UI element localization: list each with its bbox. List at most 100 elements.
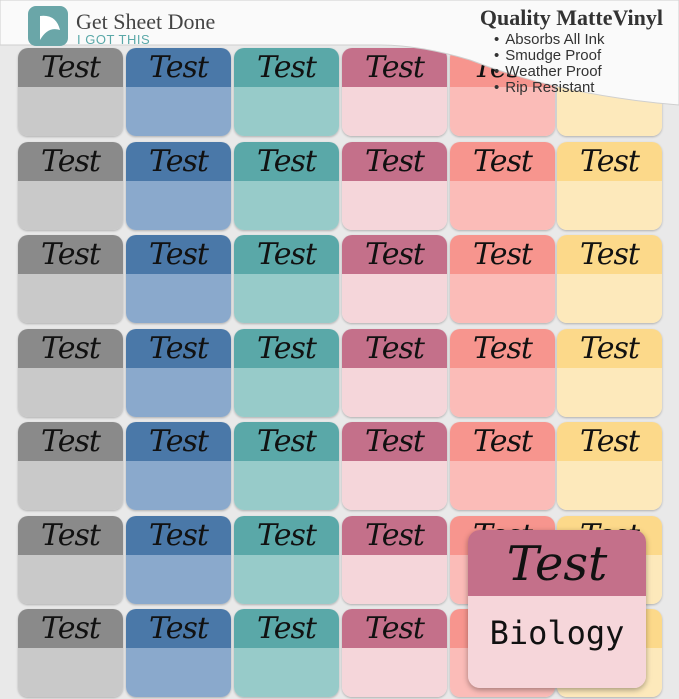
- sticker-label: Test: [257, 331, 317, 366]
- sticker: Test: [126, 329, 231, 417]
- sticker-bottom: [557, 460, 662, 510]
- sticker-label: Test: [41, 144, 101, 179]
- sticker-label: Test: [149, 50, 209, 85]
- sticker-label: Test: [580, 237, 640, 272]
- sticker-label: Test: [41, 424, 101, 459]
- header-banner: [0, 0, 679, 106]
- sticker-top: [18, 516, 123, 555]
- sticker-label: Test: [149, 237, 209, 272]
- sticker: Test: [234, 48, 339, 136]
- sticker-top: [18, 329, 123, 368]
- sticker: Test: [557, 329, 662, 417]
- sticker-bottom: [18, 86, 123, 136]
- sticker-bottom: [126, 86, 231, 136]
- sticker-top: [450, 422, 555, 461]
- sticker-bottom: [234, 367, 339, 417]
- sticker-bottom: [557, 367, 662, 417]
- sticker-top: [557, 422, 662, 461]
- sticker-top: [557, 235, 662, 274]
- sticker-label: Test: [580, 331, 640, 366]
- sticker-label: Test: [257, 518, 317, 553]
- sticker: Test: [342, 142, 447, 230]
- sticker: Test: [234, 609, 339, 697]
- sticker-label: Test: [149, 518, 209, 553]
- sticker-bottom: [18, 180, 123, 230]
- brand: Get Sheet Done: [76, 9, 216, 34]
- featured-bottom: [468, 596, 646, 688]
- sticker: Test: [342, 235, 447, 323]
- feature: Rip Resistant: [494, 80, 604, 96]
- sticker-bottom: [450, 180, 555, 230]
- sticker-bottom: [234, 554, 339, 604]
- sticker-top: [18, 142, 123, 181]
- sticker-top: [126, 609, 231, 648]
- sticker: Test: [450, 235, 555, 323]
- sticker-top: [126, 235, 231, 274]
- sticker-top: [234, 329, 339, 368]
- sticker-label: Test: [365, 144, 425, 179]
- sticker-label: Test: [580, 424, 640, 459]
- sticker: Test: [450, 329, 555, 417]
- sticker: Test: [342, 329, 447, 417]
- sticker-top: [450, 142, 555, 181]
- sticker: Test: [126, 422, 231, 510]
- sticker: Test: [557, 422, 662, 510]
- feature: Absorbs All Ink: [494, 32, 604, 48]
- sticker-bottom: [234, 86, 339, 136]
- sticker-label: Test: [473, 237, 533, 272]
- sticker: Test: [18, 422, 123, 510]
- sticker-top: [342, 142, 447, 181]
- header: Get Sheet Done I GOT THIS Quality MatteV…: [0, 0, 679, 110]
- sticker-bottom: [342, 367, 447, 417]
- sticker: Test: [342, 48, 447, 136]
- quality-title: Quality MatteVinyl: [479, 5, 663, 30]
- sticker-label: Test: [365, 331, 425, 366]
- sticker-top: [126, 422, 231, 461]
- sticker: Test: [234, 142, 339, 230]
- sticker: Test: [557, 142, 662, 230]
- sticker: Test: [557, 235, 662, 323]
- sticker: Test: [126, 235, 231, 323]
- sticker: Test: [18, 235, 123, 323]
- sticker-top: [342, 609, 447, 648]
- sticker-label: Test: [257, 50, 317, 85]
- sticker-top: [234, 422, 339, 461]
- tagline: I GOT THIS: [77, 32, 151, 47]
- feature-list: Absorbs All InkSmudge ProofWeather Proof…: [494, 32, 604, 96]
- sticker-top: [18, 235, 123, 274]
- sticker-top: [18, 422, 123, 461]
- sticker-label: Test: [41, 331, 101, 366]
- sticker-bottom: [18, 460, 123, 510]
- sticker-label: Test: [41, 611, 101, 646]
- sticker: Test: [450, 422, 555, 510]
- sticker: Test: [126, 48, 231, 136]
- sticker: Test: [18, 329, 123, 417]
- featured-top: [468, 530, 646, 596]
- sticker-bottom: [450, 273, 555, 323]
- sticker-label: Test: [41, 518, 101, 553]
- sticker-top: [18, 48, 123, 87]
- sticker: Test: [18, 48, 123, 136]
- sticker-label: Test: [365, 50, 425, 85]
- sticker-top: [234, 142, 339, 181]
- sticker-label: Test: [580, 144, 640, 179]
- sticker: Test: [126, 609, 231, 697]
- sticker-label: Test: [473, 424, 533, 459]
- sticker-top: [342, 235, 447, 274]
- sticker-bottom: [234, 273, 339, 323]
- sticker: Test: [342, 422, 447, 510]
- sticker-label: Test: [365, 518, 425, 553]
- sticker-top: [126, 48, 231, 87]
- sticker-bottom: [557, 273, 662, 323]
- sticker-top: [234, 235, 339, 274]
- sticker-label: Test: [365, 237, 425, 272]
- sticker-top: [450, 329, 555, 368]
- sticker: Test: [18, 142, 123, 230]
- sticker-bottom: [557, 180, 662, 230]
- sticker-bottom: [342, 460, 447, 510]
- sticker-top: [450, 235, 555, 274]
- feature: Weather Proof: [494, 64, 604, 80]
- sticker-bottom: [126, 647, 231, 697]
